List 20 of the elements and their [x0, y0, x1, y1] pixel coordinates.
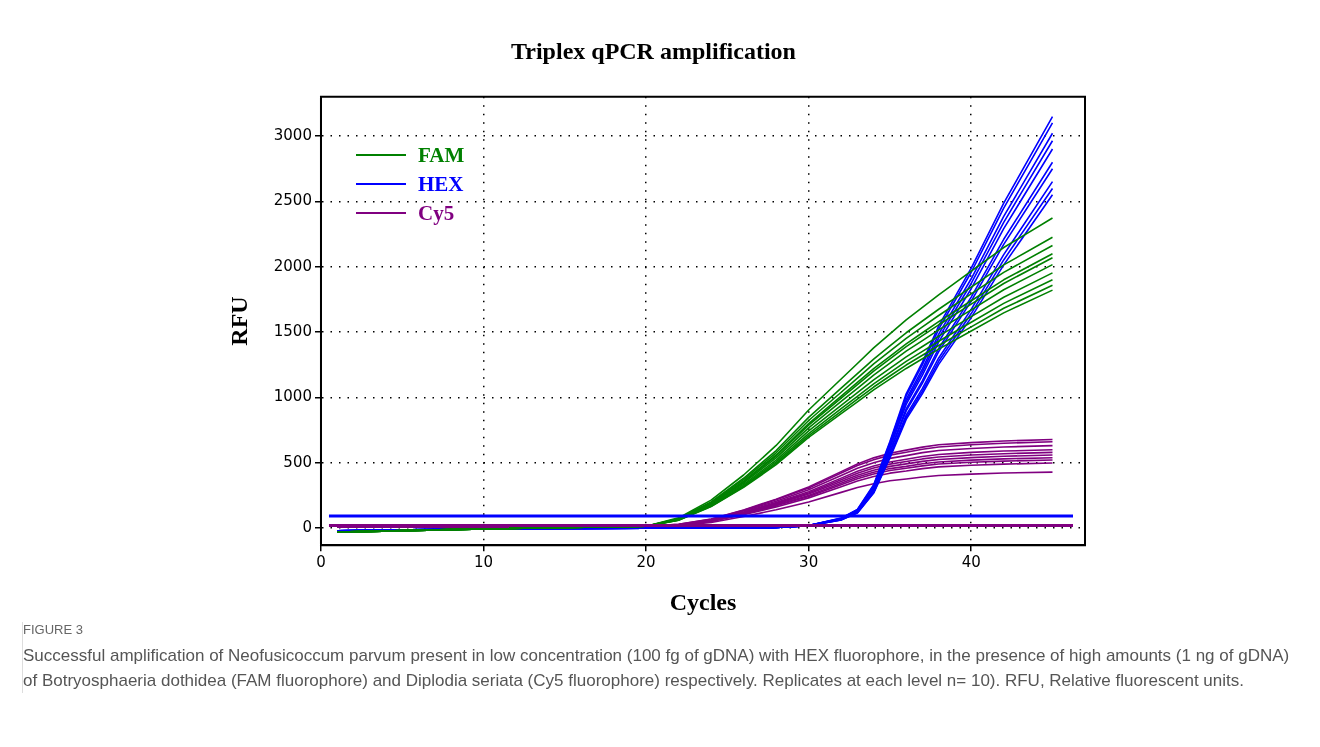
y-tick-label: 2500 — [273, 191, 312, 210]
legend-label: HEX — [417, 171, 464, 197]
caption: FIGURE 3 — [23, 622, 84, 637]
x-tick-label: 30 — [799, 553, 819, 572]
legend-label: FAM — [417, 142, 465, 168]
chart-title: Triplex qPCR amplification — [511, 37, 796, 64]
y-tick-label: 0 — [302, 518, 312, 537]
y-tick-label: 1500 — [273, 322, 312, 340]
x-tick-label: 40 — [961, 553, 981, 572]
y-tick-label: 1000 — [273, 387, 312, 406]
y-tick-label: 500 — [283, 452, 312, 471]
legend-label: Cy5 — [417, 200, 455, 226]
x-tick-label: 10 — [473, 553, 494, 572]
x-tick-label: 0 — [316, 553, 326, 572]
y-tick-label: 3000 — [273, 125, 312, 144]
x-axis-title: Cycles — [669, 588, 737, 615]
y-axis-title: RFU — [225, 296, 252, 346]
text: Successful amplification of Neofusicoccum parvum present in low concentration (100 fg of gDNA) with HEX fluorophore, in the presence of high amounts (1 ng of gDNA) of Botryosphaeria dothidea (FAM fluorophore) and Diplodia seriata (Cy5 fluorophore) respectively. Replicates at each level n= 10). RFU, Relative fluorescent units. — [23, 645, 1291, 692]
x-tick-label: 20 — [636, 553, 656, 572]
y-tick-label: 2000 — [273, 256, 312, 275]
